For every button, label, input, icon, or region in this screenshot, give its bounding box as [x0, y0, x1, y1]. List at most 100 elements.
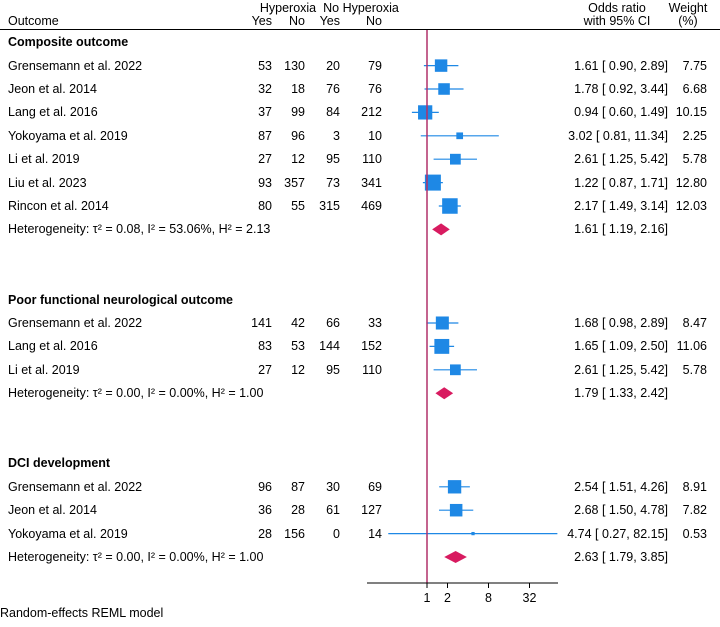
- header-weight-line1: Weight: [668, 1, 708, 15]
- or-ci-cell: 1.68 [ 0.98, 2.89]: [574, 316, 668, 330]
- nohyperoxia-no-cell: 469: [361, 199, 382, 213]
- pooled-or-ci-cell: 2.63 [ 1.79, 3.85]: [574, 550, 668, 564]
- hyperoxia-yes-cell: 27: [258, 152, 272, 167]
- study-name: Jeon et al. 2014: [8, 503, 97, 518]
- weight-cell: 12.03: [675, 199, 707, 213]
- study-marker: [434, 59, 448, 72]
- hyperoxia-no-cell: 357: [284, 175, 305, 190]
- study-marker: [447, 480, 462, 494]
- study-name: Lang et al. 2016: [8, 339, 98, 354]
- study-marker: [449, 364, 461, 376]
- header-group2: No Hyperoxia: [323, 1, 399, 15]
- weight-cell: 0.53: [682, 526, 707, 541]
- study-name: Jeon et al. 2014: [8, 82, 97, 96]
- hyperoxia-yes-cell: 32: [258, 82, 272, 96]
- weight-cell: 5.78: [682, 362, 707, 377]
- weight-cell: 7.82: [682, 503, 707, 518]
- weight-cell: 7.75: [682, 58, 707, 73]
- hyperoxia-no-cell: 12: [291, 152, 305, 167]
- study-marker: [418, 105, 433, 120]
- group-title: DCI development: [8, 456, 111, 471]
- header-hyperoxia-yes: Yes: [251, 14, 272, 28]
- hyperoxia-no-cell: 28: [291, 503, 305, 518]
- or-ci-cell: 1.22 [ 0.87, 1.71]: [574, 175, 668, 190]
- heterogeneity-label: Heterogeneity: τ² = 0.08, I² = 53.06%, H…: [8, 222, 271, 237]
- weight-cell: 12.80: [675, 175, 707, 190]
- weight-cell: 5.78: [682, 152, 707, 167]
- hyperoxia-no-cell: 130: [284, 58, 305, 73]
- study-name: Yokoyama et al. 2019: [8, 526, 128, 541]
- study-marker: [442, 198, 458, 214]
- header-or-line2: with 95% CI: [583, 14, 651, 28]
- nohyperoxia-yes-cell: 66: [326, 316, 340, 330]
- pooled-diamond: [444, 551, 467, 563]
- nohyperoxia-yes-cell: 95: [326, 152, 340, 167]
- study-name: Grensemann et al. 2022: [8, 479, 143, 494]
- study-marker: [471, 531, 475, 536]
- weight-cell: 10.15: [675, 105, 707, 120]
- study-marker: [424, 174, 441, 191]
- nohyperoxia-yes-cell: 144: [319, 339, 340, 354]
- hyperoxia-no-cell: 53: [291, 339, 305, 354]
- nohyperoxia-yes-cell: 76: [326, 82, 340, 96]
- study-name: Yokoyama et al. 2019: [8, 128, 128, 143]
- nohyperoxia-yes-cell: 3: [333, 128, 340, 143]
- hyperoxia-yes-cell: 27: [258, 362, 272, 377]
- hyperoxia-no-cell: 96: [291, 128, 305, 143]
- nohyperoxia-yes-cell: 95: [326, 362, 340, 377]
- hyperoxia-yes-cell: 28: [258, 526, 272, 541]
- weight-cell: 2.25: [682, 128, 707, 143]
- hyperoxia-yes-cell: 80: [258, 199, 272, 213]
- hyperoxia-yes-cell: 53: [258, 58, 272, 73]
- or-ci-cell: 2.61 [ 1.25, 5.42]: [574, 362, 668, 377]
- weight-cell: 6.68: [682, 82, 707, 96]
- hyperoxia-no-cell: 12: [291, 362, 305, 377]
- hyperoxia-no-cell: 42: [291, 316, 305, 330]
- or-ci-cell: 1.65 [ 1.09, 2.50]: [574, 339, 668, 354]
- or-ci-cell: 2.61 [ 1.25, 5.42]: [574, 152, 668, 167]
- header-nohyperoxia-no: No: [366, 14, 382, 28]
- nohyperoxia-yes-cell: 20: [326, 58, 340, 73]
- pooled-diamond: [435, 387, 454, 400]
- nohyperoxia-no-cell: 76: [368, 82, 382, 96]
- nohyperoxia-no-cell: 212: [361, 105, 382, 120]
- hyperoxia-yes-cell: 87: [258, 128, 272, 143]
- hyperoxia-no-cell: 87: [291, 479, 305, 494]
- study-marker: [456, 132, 464, 140]
- hyperoxia-yes-cell: 83: [258, 339, 272, 354]
- study-marker: [435, 316, 449, 330]
- or-ci-cell: 2.17 [ 1.49, 3.14]: [574, 199, 668, 213]
- or-ci-cell: 1.78 [ 0.92, 3.44]: [574, 82, 668, 96]
- hyperoxia-yes-cell: 37: [258, 105, 272, 120]
- header-nohyperoxia-yes: Yes: [319, 14, 340, 28]
- nohyperoxia-no-cell: 110: [362, 152, 382, 167]
- header-group1: Hyperoxia: [259, 1, 317, 15]
- hyperoxia-no-cell: 55: [291, 199, 305, 213]
- x-tick-label: 32: [522, 591, 537, 605]
- hyperoxia-yes-cell: 96: [258, 479, 272, 494]
- study-marker: [434, 338, 450, 354]
- nohyperoxia-yes-cell: 73: [326, 175, 340, 190]
- study-name: Li et al. 2019: [8, 362, 80, 377]
- hyperoxia-no-cell: 156: [284, 526, 305, 541]
- pooled-or-ci-cell: 1.79 [ 1.33, 2.42]: [574, 386, 668, 401]
- hyperoxia-yes-cell: 93: [258, 175, 272, 190]
- nohyperoxia-no-cell: 33: [368, 316, 382, 330]
- header-or-line1: Odds ratio: [588, 1, 646, 15]
- nohyperoxia-no-cell: 79: [368, 58, 382, 73]
- nohyperoxia-yes-cell: 315: [319, 199, 340, 213]
- study-name: Li et al. 2019: [8, 152, 80, 167]
- nohyperoxia-yes-cell: 0: [333, 526, 340, 541]
- hyperoxia-no-cell: 99: [291, 105, 305, 120]
- nohyperoxia-no-cell: 341: [361, 175, 382, 190]
- weight-cell: 11.06: [676, 339, 707, 354]
- x-tick-label: 8: [485, 591, 492, 605]
- hyperoxia-yes-cell: 36: [258, 503, 272, 518]
- group-title: Poor functional neurological outcome: [8, 292, 234, 307]
- weight-cell: 8.91: [682, 479, 707, 494]
- or-ci-cell: 2.54 [ 1.51, 4.26]: [574, 479, 668, 494]
- nohyperoxia-no-cell: 110: [362, 362, 382, 377]
- nohyperoxia-yes-cell: 30: [326, 479, 340, 494]
- study-name: Liu et al. 2023: [8, 175, 87, 190]
